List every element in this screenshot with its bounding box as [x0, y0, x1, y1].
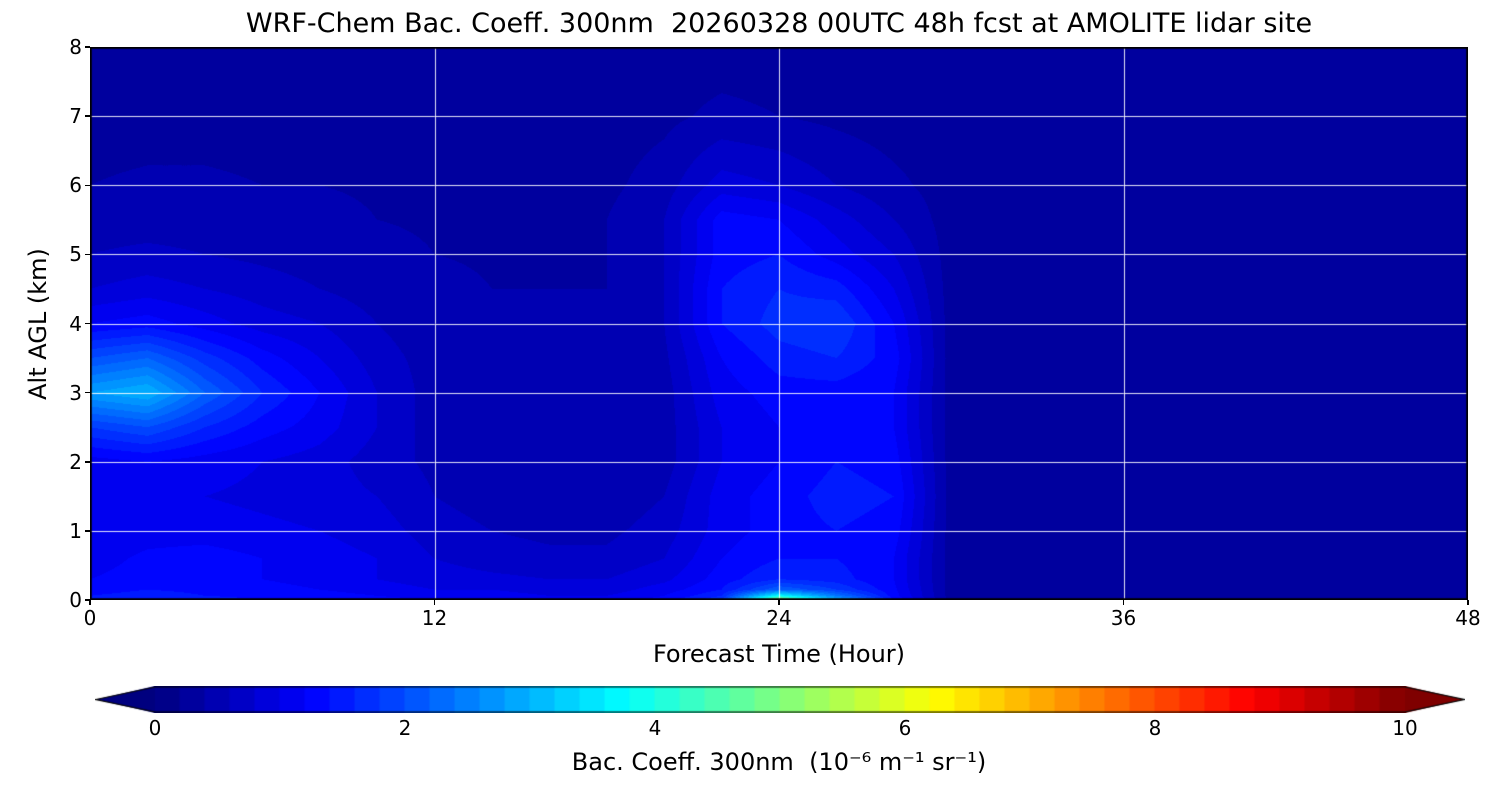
x-tick-label: 24 [766, 606, 792, 630]
y-tick-mark [85, 184, 90, 186]
y-tick-mark [85, 461, 90, 463]
contour-plot-canvas [90, 47, 1468, 600]
colorbar-label: Bac. Coeff. 300nm (10⁻⁶ m⁻¹ sr⁻¹) [571, 748, 987, 776]
colorbar-tick-label: 0 [148, 716, 162, 740]
y-tick-label: 6 [69, 173, 82, 198]
y-tick-mark [85, 599, 90, 601]
colorbar-canvas [95, 686, 1465, 713]
x-tick-label: 0 [83, 606, 97, 630]
y-tick-mark [85, 391, 90, 394]
x-tick-mark [1467, 600, 1469, 605]
colorbar-tick-label: 10 [1392, 716, 1418, 740]
y-tick-mark [85, 115, 90, 117]
y-tick-label: 5 [69, 242, 82, 267]
y-tick-mark [85, 322, 90, 325]
x-tick-label: 48 [1455, 606, 1481, 630]
chart-title: WRF-Chem Bac. Coeff. 300nm 20260328 00UT… [245, 8, 1313, 39]
y-tick-mark [85, 253, 90, 256]
x-tick-label: 12 [421, 606, 448, 630]
y-tick-label: 1 [69, 518, 82, 543]
colorbar-tick-label: 4 [648, 716, 662, 740]
y-tick-label: 7 [69, 104, 82, 129]
x-axis-label: Forecast Time (Hour) [652, 640, 906, 668]
y-tick-label: 4 [69, 311, 82, 336]
colorbar-tick-label: 8 [1148, 716, 1162, 740]
y-tick-label: 8 [69, 35, 82, 59]
x-tick-label: 36 [1110, 606, 1137, 630]
y-tick-label: 0 [69, 588, 82, 612]
x-tick-mark [1122, 600, 1125, 605]
y-tick-mark [85, 46, 90, 48]
y-tick-label: 2 [69, 449, 82, 474]
y-tick-label: 3 [69, 380, 82, 405]
y-tick-mark [85, 530, 90, 532]
x-tick-mark [433, 600, 436, 605]
colorbar-tick-label: 2 [398, 716, 412, 740]
colorbar-tick-label: 6 [898, 716, 912, 740]
x-tick-mark [89, 600, 91, 605]
x-tick-mark [778, 600, 780, 605]
